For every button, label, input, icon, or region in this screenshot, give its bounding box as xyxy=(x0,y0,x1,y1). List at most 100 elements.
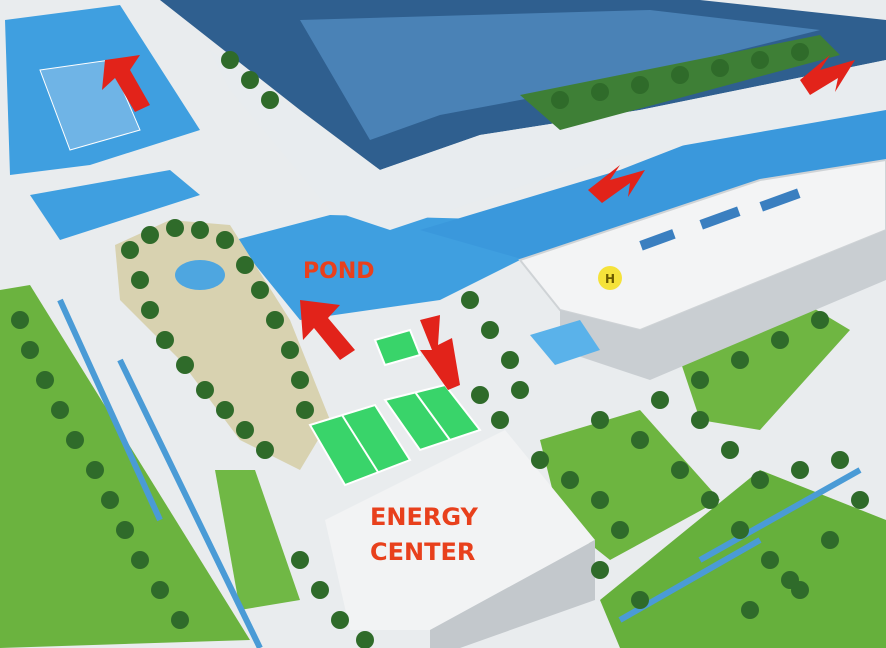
tree xyxy=(531,451,549,469)
lawn-bottom-right xyxy=(600,470,886,648)
tree xyxy=(561,471,579,489)
tree xyxy=(121,241,139,259)
tree xyxy=(171,611,189,629)
tree xyxy=(151,581,169,599)
garden-island xyxy=(115,220,330,470)
tree xyxy=(721,441,739,459)
tree xyxy=(741,601,759,619)
tree xyxy=(751,51,769,69)
tree xyxy=(261,91,279,109)
tree xyxy=(131,271,149,289)
helipad-label: H xyxy=(605,272,615,286)
garden-water xyxy=(175,260,225,290)
tree xyxy=(156,331,174,349)
runway-dashes xyxy=(639,188,801,251)
tree xyxy=(266,311,284,329)
tree xyxy=(751,471,769,489)
tree xyxy=(481,321,499,339)
tree xyxy=(631,76,649,94)
apron-side xyxy=(560,230,886,380)
tree xyxy=(791,43,809,61)
tree xyxy=(501,351,519,369)
terminal-roof-stripes xyxy=(300,10,820,140)
arrow-center xyxy=(588,165,645,203)
pond-label: POND xyxy=(303,259,375,284)
lawn-bottom-center xyxy=(540,410,720,560)
tree xyxy=(216,401,234,419)
tree xyxy=(731,351,749,369)
lawn-left xyxy=(0,285,250,648)
tree xyxy=(216,231,234,249)
helipad xyxy=(598,266,622,290)
tree xyxy=(141,226,159,244)
small-pool xyxy=(530,320,600,365)
tree xyxy=(101,491,119,509)
water-strip-left xyxy=(30,170,200,240)
tree xyxy=(591,491,609,509)
energy-center-roof xyxy=(325,430,595,630)
tree xyxy=(701,491,719,509)
tree xyxy=(591,411,609,429)
tree xyxy=(21,341,39,359)
tree xyxy=(781,571,799,589)
tree xyxy=(131,551,149,569)
energy-center-label-line2: CENTER xyxy=(370,538,475,566)
tree xyxy=(241,71,259,89)
arrow-top-right xyxy=(800,55,855,95)
tree xyxy=(291,371,309,389)
tree xyxy=(591,83,609,101)
lawn-right xyxy=(680,300,850,430)
tree xyxy=(791,461,809,479)
tree xyxy=(831,451,849,469)
tree xyxy=(761,551,779,569)
energy-center-side xyxy=(430,540,595,648)
trees xyxy=(11,43,869,648)
tree xyxy=(691,411,709,429)
tree xyxy=(731,521,749,539)
tree xyxy=(821,531,839,549)
arrow-pond-left xyxy=(300,300,355,360)
tree xyxy=(236,421,254,439)
water-grid-island xyxy=(39,59,141,151)
tree xyxy=(511,381,529,399)
tree xyxy=(166,219,184,237)
tree xyxy=(11,311,29,329)
tree xyxy=(196,381,214,399)
sports-courts xyxy=(308,328,482,487)
tree xyxy=(176,356,194,374)
tree xyxy=(611,521,629,539)
tree xyxy=(291,551,309,569)
tree xyxy=(851,491,869,509)
tree xyxy=(296,401,314,419)
arrow-top-left xyxy=(102,55,150,112)
tree xyxy=(141,301,159,319)
tree xyxy=(51,401,69,419)
tree xyxy=(591,561,609,579)
tree xyxy=(671,66,689,84)
terminal-facade xyxy=(210,50,886,230)
tree xyxy=(651,391,669,409)
tree xyxy=(356,631,374,648)
tree xyxy=(66,431,84,449)
tree xyxy=(251,281,269,299)
tree xyxy=(116,521,134,539)
tree xyxy=(86,461,104,479)
tree xyxy=(631,431,649,449)
tree xyxy=(491,411,509,429)
tree xyxy=(36,371,54,389)
tree xyxy=(461,291,479,309)
tree xyxy=(191,221,209,239)
tree xyxy=(221,51,239,69)
tree xyxy=(671,461,689,479)
tree xyxy=(471,386,489,404)
tree xyxy=(771,331,789,349)
tree xyxy=(331,611,349,629)
tree xyxy=(256,441,274,459)
tree xyxy=(551,91,569,109)
tree xyxy=(711,59,729,77)
tree xyxy=(631,591,649,609)
lawn-left-inner xyxy=(215,470,300,610)
tree xyxy=(691,371,709,389)
tree xyxy=(811,311,829,329)
tree xyxy=(281,341,299,359)
